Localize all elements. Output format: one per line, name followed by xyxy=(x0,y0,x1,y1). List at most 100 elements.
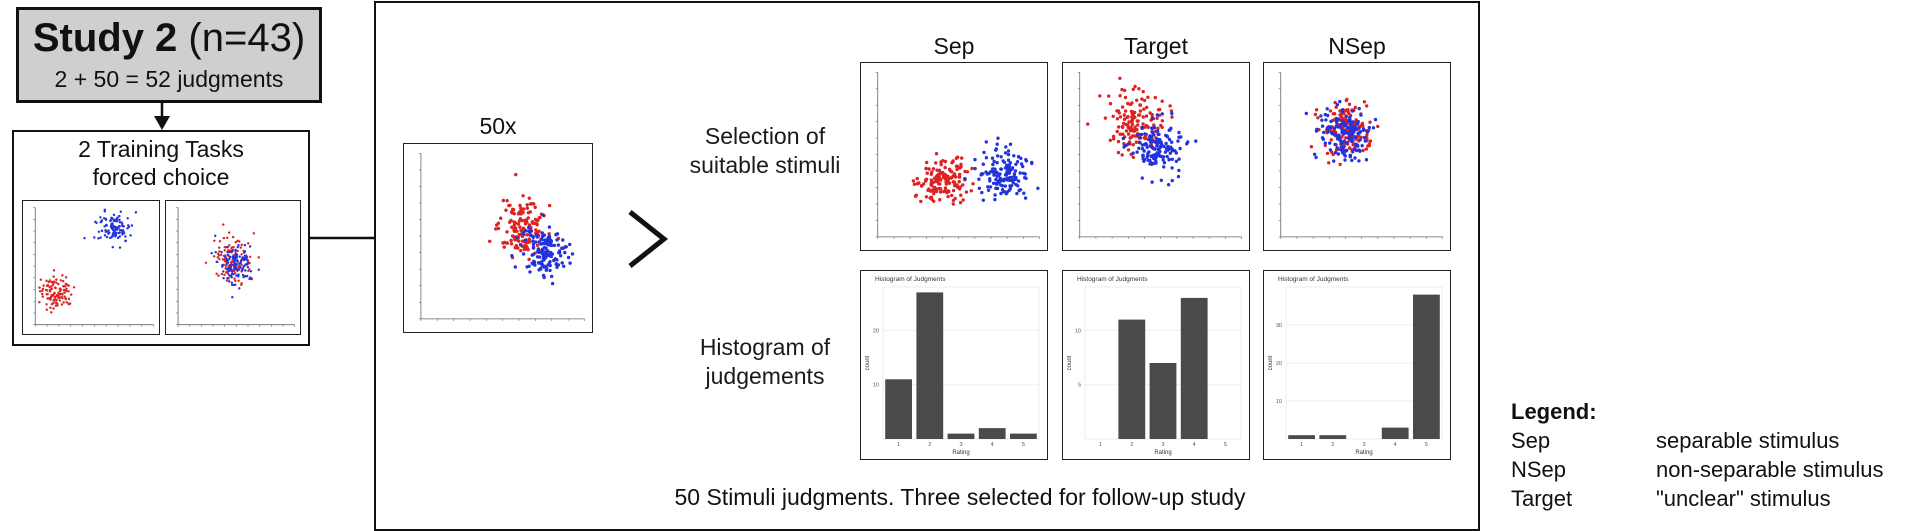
blue-point xyxy=(541,213,545,217)
red-point xyxy=(920,184,924,188)
blue-point xyxy=(1320,124,1325,128)
blue-point xyxy=(1349,126,1354,130)
red-point xyxy=(919,199,923,204)
red-point xyxy=(1130,122,1134,126)
blue-point xyxy=(97,230,101,234)
red-point xyxy=(232,269,236,273)
red-point xyxy=(1131,155,1135,159)
blue-point xyxy=(1359,113,1363,117)
red-point xyxy=(231,235,235,239)
blue-point xyxy=(1164,141,1168,146)
blue-point xyxy=(239,266,242,269)
blue-point xyxy=(227,280,231,283)
red-point xyxy=(964,190,969,194)
blue-point xyxy=(1343,158,1347,162)
blue-point xyxy=(990,167,995,171)
blue-point xyxy=(222,270,225,273)
red-point xyxy=(1333,100,1337,105)
red-point xyxy=(1140,97,1144,101)
red-point xyxy=(65,301,69,304)
blue-point xyxy=(245,258,249,261)
blue-point xyxy=(1358,130,1362,134)
blue-point xyxy=(1350,139,1354,144)
study-subtitle: 2 + 50 = 52 judgments xyxy=(54,66,284,92)
blue-point xyxy=(547,236,552,240)
red-point xyxy=(943,159,948,164)
red-point xyxy=(533,205,537,210)
red-point xyxy=(929,195,934,199)
blue-point xyxy=(1356,144,1360,148)
red-point xyxy=(72,286,76,289)
red-point xyxy=(1120,153,1124,157)
blue-point xyxy=(257,268,261,271)
blue-point xyxy=(124,239,127,243)
blue-point xyxy=(1340,141,1344,145)
blue-point xyxy=(1339,122,1343,127)
red-point xyxy=(1135,98,1139,102)
blue-point xyxy=(226,253,230,257)
red-point xyxy=(947,181,952,185)
red-point xyxy=(1138,109,1143,113)
red-point xyxy=(1118,76,1122,80)
stimulus-scatter-sep xyxy=(860,62,1048,251)
blue-point xyxy=(540,251,545,256)
blue-point xyxy=(110,216,113,220)
red-point xyxy=(536,218,540,223)
red-point xyxy=(1129,109,1134,114)
red-point xyxy=(912,182,917,186)
blue-point xyxy=(1155,113,1159,117)
blue-point xyxy=(1170,178,1174,183)
blue-point xyxy=(231,295,234,299)
blue-point xyxy=(232,272,235,276)
red-point xyxy=(1156,126,1160,130)
red-point xyxy=(1118,94,1122,98)
blue-point xyxy=(533,263,537,267)
blue-point xyxy=(529,233,533,237)
blue-point xyxy=(232,283,236,287)
red-point xyxy=(234,240,238,244)
blue-point xyxy=(1177,157,1181,161)
red-point xyxy=(1366,144,1370,148)
y-tick-label: 10 xyxy=(1276,399,1282,405)
histogram-bar xyxy=(1381,427,1409,439)
red-point xyxy=(62,285,65,288)
blue-point xyxy=(1135,150,1139,154)
red-point xyxy=(957,175,962,179)
red-point xyxy=(1169,109,1174,113)
blue-point xyxy=(1338,99,1342,104)
blue-point xyxy=(121,233,124,236)
blue-point xyxy=(1146,137,1151,142)
red-point xyxy=(953,182,957,186)
training-line-1: 2 Training Tasks xyxy=(78,136,244,162)
blue-point xyxy=(1003,151,1008,155)
red-point xyxy=(1142,107,1146,111)
red-point xyxy=(959,193,963,197)
red-point xyxy=(1339,115,1344,119)
blue-point xyxy=(237,268,240,271)
blue-point xyxy=(991,162,995,167)
red-point xyxy=(1112,137,1116,141)
blue-point xyxy=(1367,125,1371,130)
red-point xyxy=(59,279,63,282)
red-point xyxy=(53,280,56,283)
blue-point xyxy=(1006,158,1011,162)
blue-point xyxy=(1149,138,1154,143)
histogram-bar xyxy=(885,379,912,439)
caption: 50 Stimuli judgments. Three selected for… xyxy=(674,484,1246,510)
red-point xyxy=(953,175,958,179)
red-point xyxy=(514,243,519,248)
histogram-bar xyxy=(947,433,975,439)
blue-point xyxy=(223,255,227,259)
red-point xyxy=(1120,105,1125,109)
red-point xyxy=(1325,151,1330,156)
blue-point xyxy=(210,251,213,255)
red-point xyxy=(954,164,959,168)
blue-point xyxy=(1152,156,1157,160)
blue-point xyxy=(981,198,985,202)
blue-point xyxy=(521,231,526,235)
blue-point xyxy=(1121,136,1125,141)
red-point xyxy=(520,239,525,243)
red-point xyxy=(496,221,501,225)
blue-point xyxy=(1329,125,1333,130)
red-point xyxy=(527,196,532,200)
